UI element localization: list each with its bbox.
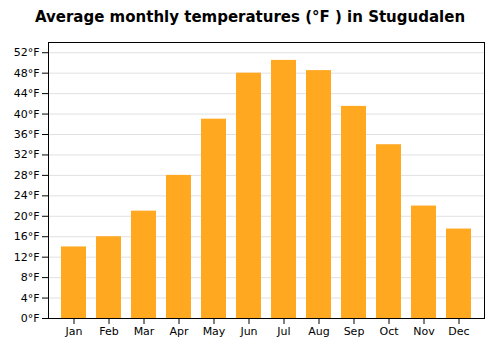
svg-text:Dec: Dec	[448, 325, 469, 338]
svg-text:24°F: 24°F	[14, 189, 40, 202]
svg-text:36°F: 36°F	[14, 128, 40, 141]
svg-text:0°F: 0°F	[21, 312, 40, 325]
svg-text:Jun: Jun	[239, 325, 257, 338]
svg-text:4°F: 4°F	[21, 292, 40, 305]
svg-text:May: May	[203, 325, 226, 338]
svg-text:28°F: 28°F	[14, 169, 40, 182]
svg-text:Jul: Jul	[276, 325, 290, 338]
svg-text:Nov: Nov	[413, 325, 435, 338]
svg-text:16°F: 16°F	[14, 230, 40, 243]
svg-text:8°F: 8°F	[21, 271, 40, 284]
svg-text:Feb: Feb	[99, 325, 118, 338]
html-text:Average monthly temperatures (: Average monthly temperatures (°F ) in St…	[34, 8, 466, 26]
svg-text:12°F: 12°F	[14, 251, 40, 264]
svg-text:20°F: 20°F	[14, 210, 40, 223]
svg-text:32°F: 32°F	[14, 148, 40, 161]
svg-text:Sep: Sep	[344, 325, 365, 338]
svg-text:40°F: 40°F	[14, 108, 40, 121]
svg-text:Mar: Mar	[134, 325, 155, 338]
svg-text:Jan: Jan	[65, 325, 83, 338]
svg-text:48°F: 48°F	[14, 67, 40, 80]
svg-text:52°F: 52°F	[14, 46, 40, 59]
svg-text:Aug: Aug	[308, 325, 329, 338]
svg-text:44°F: 44°F	[14, 87, 40, 100]
svg-text:Oct: Oct	[379, 325, 399, 338]
svg-text:Apr: Apr	[169, 325, 189, 338]
